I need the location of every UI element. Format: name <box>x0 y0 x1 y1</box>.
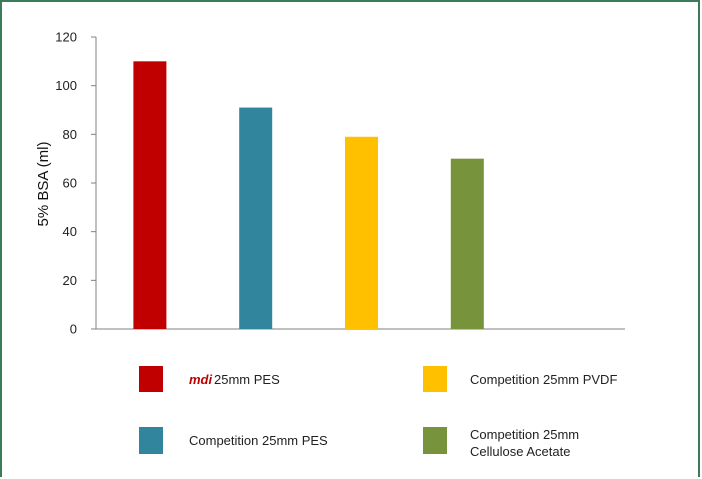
legend-item-4: Competition 25mm Cellulose Acetate <box>423 427 579 459</box>
legend-label-4-line-1: Competition 25mm <box>470 427 579 442</box>
legend-item-1: mdi 25mm PES <box>139 366 280 392</box>
y-tick-label: 80 <box>63 127 77 142</box>
legend-swatch-1 <box>139 366 163 392</box>
y-tick-label: 40 <box>63 224 77 239</box>
y-tick-label: 60 <box>63 176 77 191</box>
y-tick-label: 100 <box>55 78 77 93</box>
y-tick-label: 120 <box>55 30 77 45</box>
legend-label-3: Competition 25mm PVDF <box>470 372 617 387</box>
bar-3 <box>345 136 378 329</box>
legend-label-2: Competition 25mm PES <box>189 433 328 448</box>
legend: mdi 25mm PES Competition 25mm PES Compet… <box>139 366 617 459</box>
bar-1 <box>133 61 167 329</box>
bars-layer <box>133 61 484 329</box>
bar-4 <box>450 158 484 329</box>
legend-swatch-2 <box>139 427 163 454</box>
legend-label-4-line-2: Cellulose Acetate <box>470 444 570 459</box>
y-tick-label: 0 <box>70 322 77 337</box>
legend-swatch-4 <box>423 427 447 454</box>
legend-item-3: Competition 25mm PVDF <box>423 366 617 392</box>
legend-swatch-3 <box>423 366 447 392</box>
legend-label-1: 25mm PES <box>214 372 280 387</box>
legend-brand-logo: mdi <box>189 372 213 387</box>
legend-item-2: Competition 25mm PES <box>139 427 328 454</box>
y-tick-label: 20 <box>63 273 77 288</box>
bar-2 <box>239 107 273 329</box>
y-axis-title: 5% BSA (ml) <box>35 141 52 226</box>
